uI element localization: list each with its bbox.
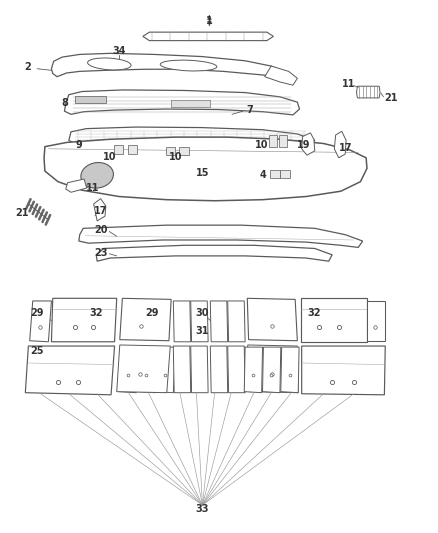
Polygon shape [69,127,315,147]
Polygon shape [244,347,262,393]
Text: 17: 17 [339,143,353,154]
Polygon shape [94,199,106,221]
Polygon shape [301,298,367,342]
Text: 25: 25 [30,346,44,357]
Polygon shape [334,131,346,158]
Polygon shape [210,346,228,393]
Text: 8: 8 [61,98,68,108]
Polygon shape [44,137,367,201]
Text: 2: 2 [24,62,31,72]
Ellipse shape [81,163,113,188]
Text: 21: 21 [15,208,29,219]
Polygon shape [138,347,157,393]
Polygon shape [248,345,298,393]
Bar [279,135,287,147]
Text: 33: 33 [196,504,209,514]
Bar [179,147,188,155]
Polygon shape [281,347,299,393]
Polygon shape [191,301,208,342]
Polygon shape [75,96,106,103]
Polygon shape [51,53,284,77]
Text: 10: 10 [102,152,116,162]
Polygon shape [210,301,228,342]
Bar [166,147,176,155]
Text: 11: 11 [342,78,356,88]
Text: 21: 21 [384,93,398,103]
Text: 32: 32 [307,308,321,318]
Text: 31: 31 [196,326,209,336]
Text: 29: 29 [30,308,44,318]
Polygon shape [191,346,208,393]
Polygon shape [64,90,300,115]
Text: 10: 10 [169,152,182,162]
Polygon shape [228,301,245,342]
Text: 23: 23 [94,248,107,258]
Polygon shape [302,133,315,155]
Text: 34: 34 [112,46,126,56]
Polygon shape [143,32,273,41]
Polygon shape [247,298,297,341]
Text: 29: 29 [145,308,158,318]
Bar [114,145,123,154]
Text: 11: 11 [86,183,99,193]
Text: 7: 7 [246,105,253,115]
Text: 15: 15 [196,168,209,178]
Polygon shape [96,245,332,261]
Polygon shape [357,86,380,98]
Polygon shape [51,298,117,342]
Ellipse shape [88,58,131,70]
Polygon shape [262,347,281,393]
Bar [127,145,137,154]
Polygon shape [302,346,385,395]
Polygon shape [265,66,297,85]
Polygon shape [173,301,191,342]
Text: 20: 20 [94,225,107,235]
Polygon shape [30,301,51,342]
Polygon shape [66,179,87,192]
Text: 19: 19 [297,140,311,150]
Bar [270,170,280,179]
Polygon shape [120,298,171,341]
Polygon shape [156,347,176,393]
Text: 30: 30 [196,308,209,318]
Polygon shape [117,345,170,393]
Polygon shape [228,346,245,393]
Polygon shape [79,225,363,247]
Text: 1: 1 [206,16,213,26]
Polygon shape [367,301,385,341]
Bar [280,170,290,179]
Text: 9: 9 [75,140,82,150]
Polygon shape [173,346,191,393]
Bar [269,135,277,147]
Text: 10: 10 [255,140,268,150]
Text: 17: 17 [94,206,107,216]
Polygon shape [171,100,210,108]
Text: 4: 4 [259,171,266,180]
Ellipse shape [160,60,217,71]
Text: 32: 32 [89,308,103,318]
Polygon shape [25,346,115,395]
Polygon shape [119,347,138,393]
